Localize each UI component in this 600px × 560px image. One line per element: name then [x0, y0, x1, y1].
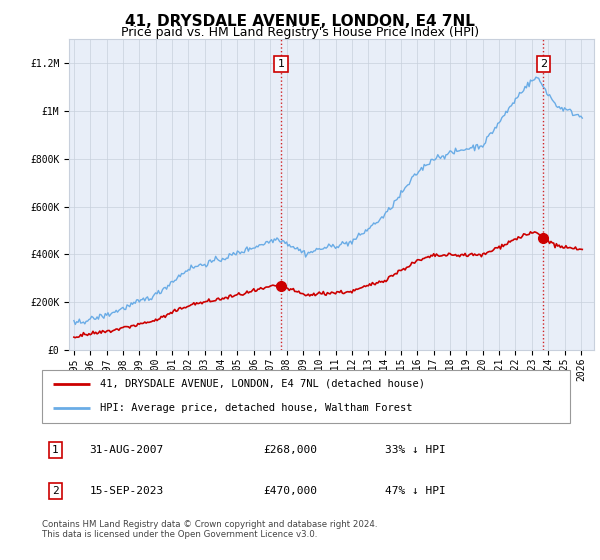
Text: 2: 2: [540, 59, 547, 69]
Text: Price paid vs. HM Land Registry's House Price Index (HPI): Price paid vs. HM Land Registry's House …: [121, 26, 479, 39]
Text: £470,000: £470,000: [264, 486, 318, 496]
FancyBboxPatch shape: [42, 370, 570, 423]
Text: 15-SEP-2023: 15-SEP-2023: [89, 486, 164, 496]
Text: HPI: Average price, detached house, Waltham Forest: HPI: Average price, detached house, Walt…: [100, 403, 413, 413]
Text: £268,000: £268,000: [264, 445, 318, 455]
Text: Contains HM Land Registry data © Crown copyright and database right 2024.
This d: Contains HM Land Registry data © Crown c…: [42, 520, 377, 539]
Text: 2: 2: [52, 486, 59, 496]
Text: 33% ↓ HPI: 33% ↓ HPI: [385, 445, 446, 455]
Text: 31-AUG-2007: 31-AUG-2007: [89, 445, 164, 455]
Text: 41, DRYSDALE AVENUE, LONDON, E4 7NL (detached house): 41, DRYSDALE AVENUE, LONDON, E4 7NL (det…: [100, 379, 425, 389]
Text: 1: 1: [52, 445, 59, 455]
Text: 41, DRYSDALE AVENUE, LONDON, E4 7NL: 41, DRYSDALE AVENUE, LONDON, E4 7NL: [125, 14, 475, 29]
Text: 47% ↓ HPI: 47% ↓ HPI: [385, 486, 446, 496]
Text: 1: 1: [278, 59, 284, 69]
